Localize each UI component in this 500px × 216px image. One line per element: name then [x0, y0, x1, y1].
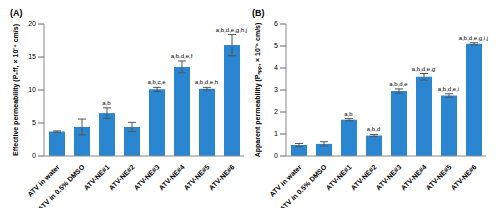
svg-text:0: 0: [32, 152, 36, 159]
svg-text:ATV-NE#5: ATV-NE#5: [424, 163, 452, 191]
svg-text:0: 0: [274, 152, 278, 159]
svg-text:ATV in 0.5% DMSO: ATV in 0.5% DMSO: [279, 163, 329, 208]
svg-text:a,b,c,e: a,b,c,e: [147, 79, 166, 85]
html-text:(B): (B): [252, 8, 265, 18]
svg-text:1: 1: [274, 130, 278, 137]
html-text:(A): (A): [10, 8, 23, 18]
svg-text:4: 4: [274, 64, 278, 71]
svg-text:ATV-NE#2: ATV-NE#2: [349, 163, 377, 191]
svg-text:ATV-NE#5: ATV-NE#5: [182, 163, 210, 191]
svg-text:ATV-NE#1: ATV-NE#1: [82, 163, 110, 191]
svg-text:ATV in water: ATV in water: [26, 163, 61, 198]
svg-text:Apparent permeability (Pₐₚₚ, ×: Apparent permeability (Pₐₚₚ, × 10⁻⁶ cm/s…: [254, 23, 262, 158]
svg-text:a,b,d,e,g,i,j: a,b,d,e,g,i,j: [459, 35, 488, 41]
svg-text:10: 10: [28, 86, 36, 93]
svg-text:a,b,d,e,i: a,b,d,e,i: [438, 86, 459, 92]
svg-text:ATV-NE#3: ATV-NE#3: [374, 163, 402, 191]
svg-text:6: 6: [274, 20, 278, 27]
svg-text:Effective permeability (Pₑff,: Effective permeability (Pₑff, × 10⁻⁴ cm/…: [12, 24, 20, 156]
svg-text:3: 3: [274, 86, 278, 93]
svg-text:5: 5: [32, 119, 36, 126]
svg-text:ATV-NE#1: ATV-NE#1: [324, 163, 352, 191]
svg-text:5: 5: [274, 42, 278, 49]
svg-text:ATV-NE#4: ATV-NE#4: [399, 163, 427, 191]
svg-text:ATV in 0.5% DMSO: ATV in 0.5% DMSO: [37, 163, 87, 208]
svg-text:a,b,d,e,h: a,b,d,e,h: [195, 79, 218, 85]
svg-text:20: 20: [28, 20, 36, 27]
svg-text:a,b,d,e,g,h,j: a,b,d,e,g,h,j: [216, 27, 247, 33]
svg-text:a,b: a,b: [344, 111, 353, 117]
svg-text:ATV-NE#6: ATV-NE#6: [449, 163, 477, 191]
svg-text:a,b,d,e: a,b,d,e: [389, 81, 408, 87]
svg-text:ATV-NE#6: ATV-NE#6: [207, 163, 235, 191]
svg-text:ATV-NE#4: ATV-NE#4: [157, 163, 185, 191]
svg-text:15: 15: [28, 53, 36, 60]
svg-text:ATV-NE#2: ATV-NE#2: [107, 163, 135, 191]
svg-text:a,b,d,e,g: a,b,d,e,g: [412, 66, 435, 72]
svg-text:a,b,d: a,b,d: [367, 126, 380, 132]
svg-text:ATV-NE#3: ATV-NE#3: [132, 163, 160, 191]
svg-text:ATV in water: ATV in water: [268, 163, 303, 198]
svg-text:a,b: a,b: [102, 100, 111, 106]
svg-text:2: 2: [274, 108, 278, 115]
svg-text:a,b,d,e,f: a,b,d,e,f: [171, 53, 193, 59]
